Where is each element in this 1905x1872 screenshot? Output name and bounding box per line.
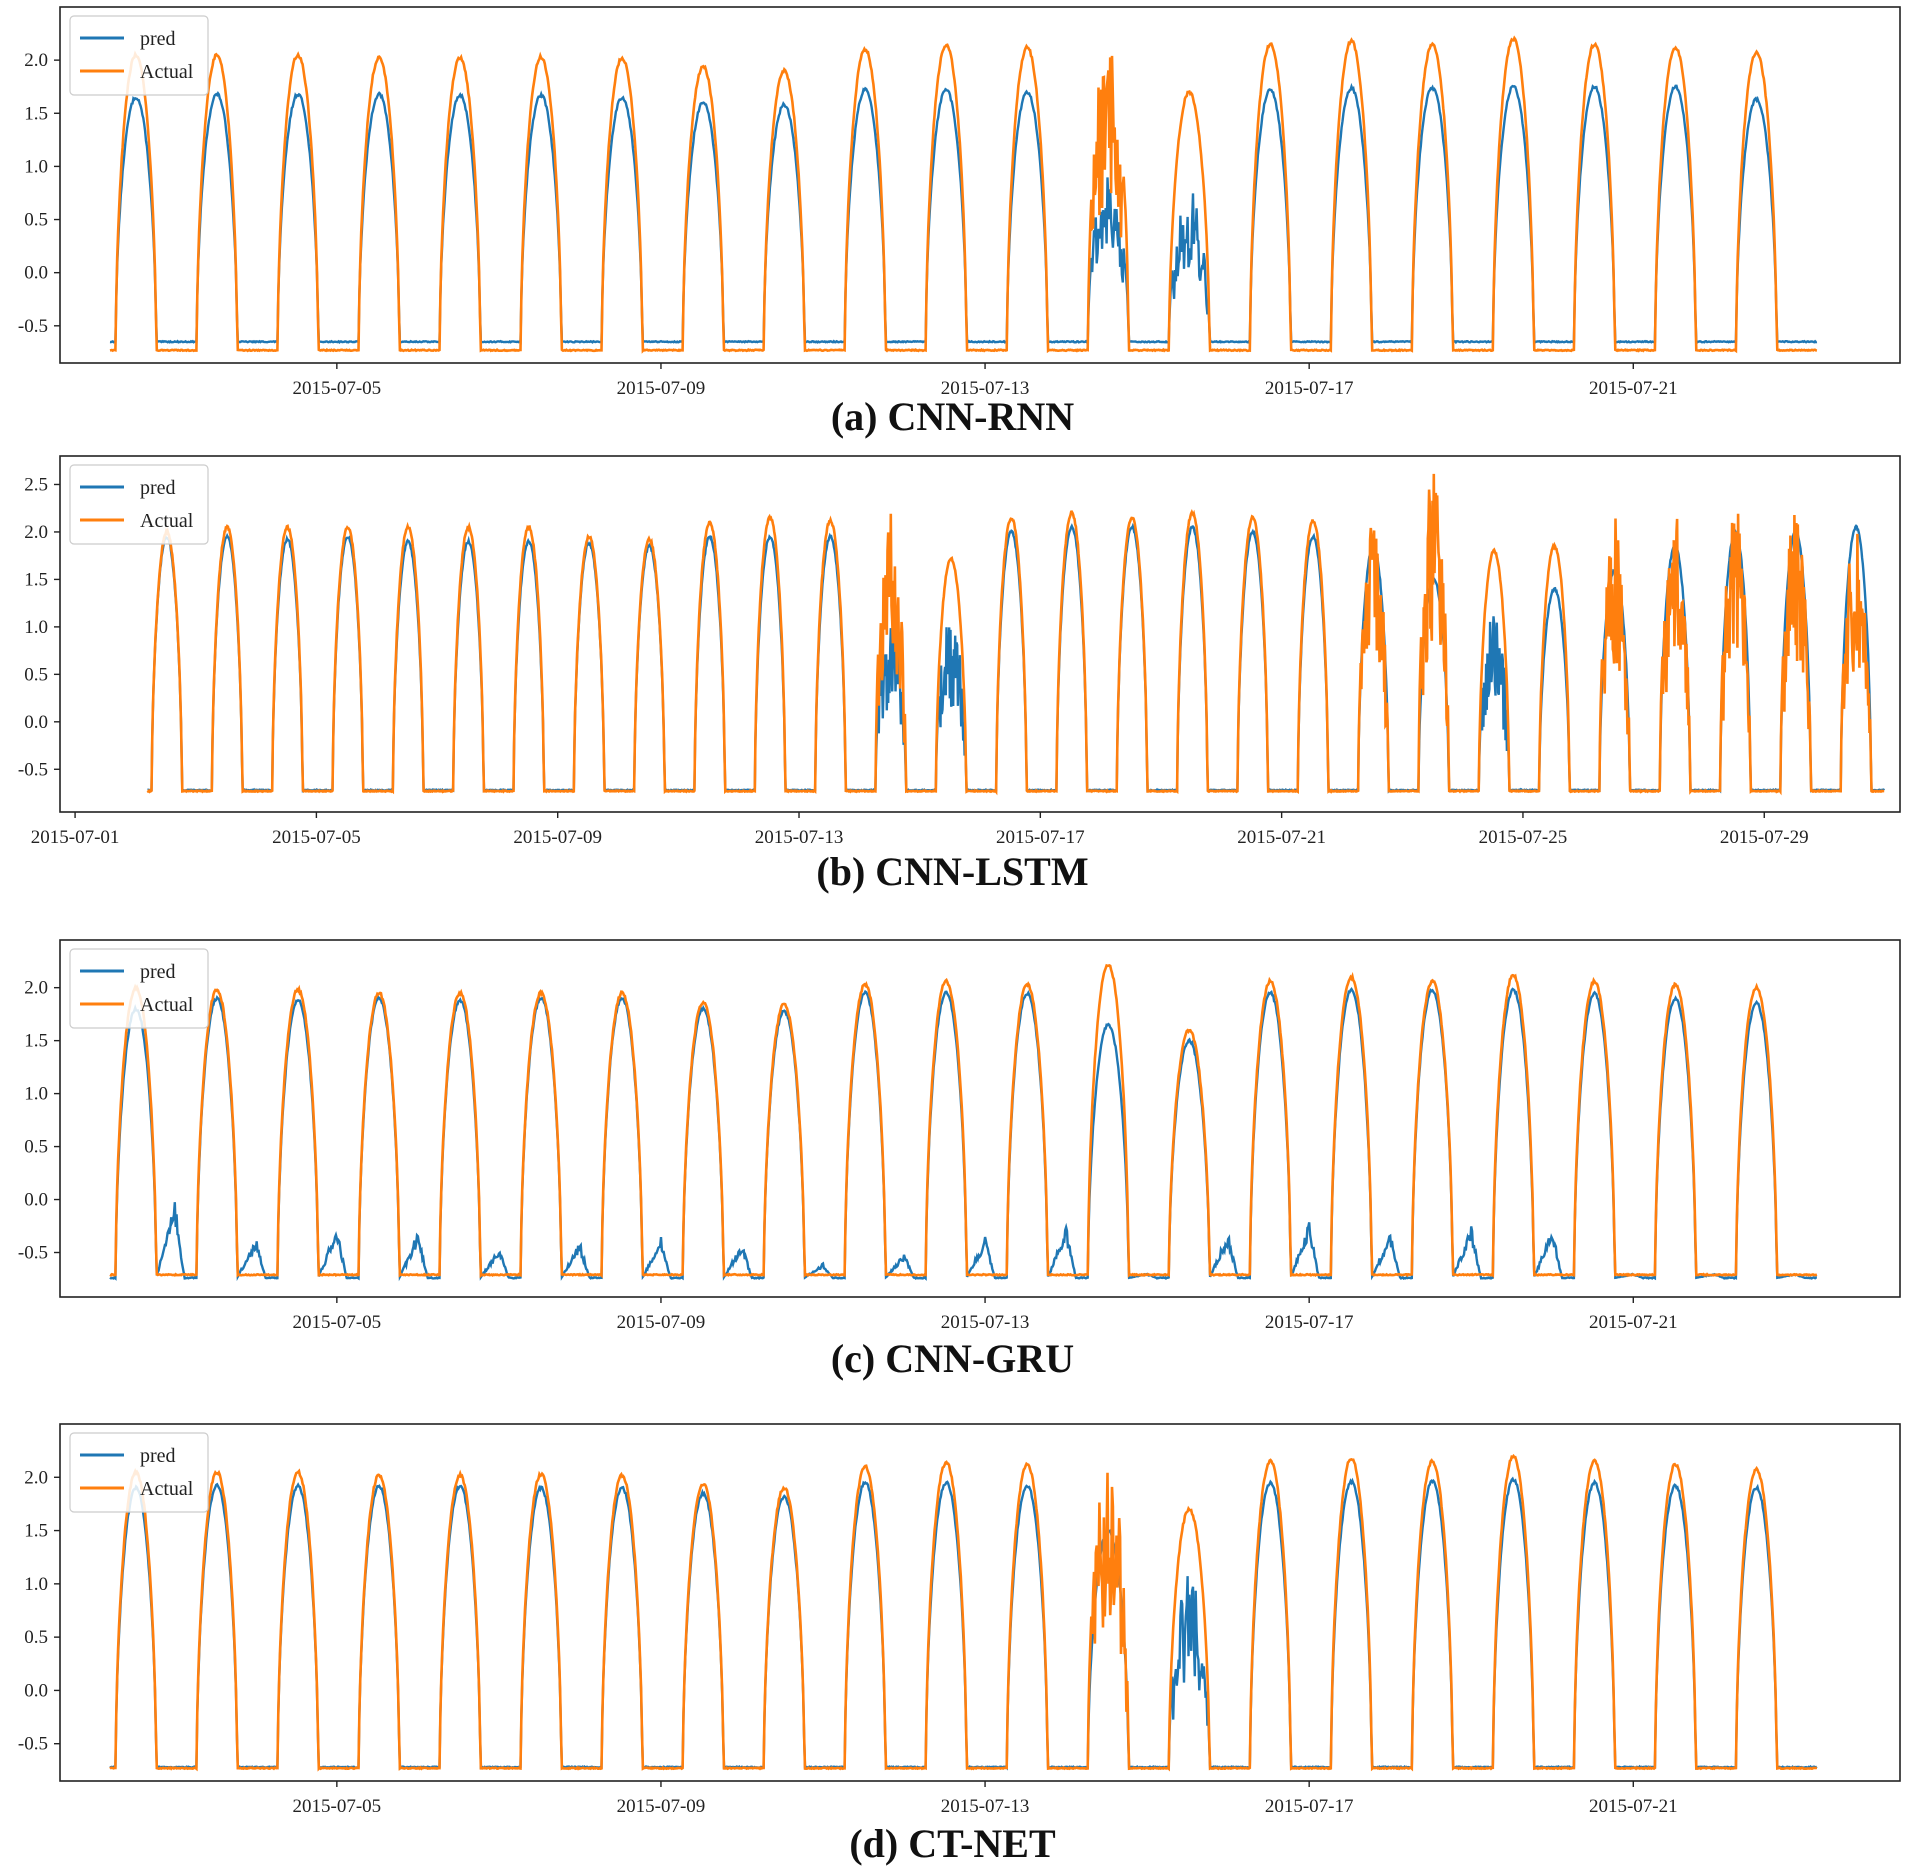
y-tick-label: -0.5 <box>18 316 48 337</box>
x-tick-label: 2015-07-09 <box>617 378 706 399</box>
y-tick-label: 1.0 <box>24 1574 48 1595</box>
series-actual-line <box>146 473 1885 796</box>
x-tick-label: 2015-07-17 <box>1265 1796 1354 1817</box>
x-tick-label: 2015-07-09 <box>617 1312 706 1333</box>
panel-a: -0.5 0.0 0.5 1.0 1.5 2.0 2015-07-05 2015-07-09 2… <box>18 6 1901 399</box>
legend-label-actual: Actual <box>140 1478 194 1500</box>
x-tick-label: 2015-07-05 <box>272 827 361 848</box>
legend-label-actual: Actual <box>140 994 194 1016</box>
panel-c: -0.5 0.0 0.5 1.0 1.5 2.0 2015-07-05 2015-07-09 2… <box>18 939 1901 1333</box>
x-tick-label: 2015-07-05 <box>293 1312 382 1333</box>
x-tick-label: 2015-07-05 <box>293 378 382 399</box>
legend-label-actual: Actual <box>140 61 194 83</box>
y-tick-label: 2.0 <box>24 50 48 71</box>
series-actual-line <box>109 1453 1818 1772</box>
legend-label-actual: Actual <box>140 510 194 532</box>
x-tick-label: 2015-07-01 <box>31 827 120 848</box>
y-tick-label: 0.5 <box>24 1137 48 1158</box>
y-tick-label: 1.5 <box>24 569 48 590</box>
caption-d: (d) CT-NET <box>849 1821 1056 1866</box>
y-tick-label: 0.5 <box>24 210 48 231</box>
y-tick-label: 1.0 <box>24 156 48 177</box>
x-tick-label: 2015-07-09 <box>617 1796 706 1817</box>
series-actual-line <box>109 963 1818 1279</box>
y-tick-label: 2.0 <box>24 1467 48 1488</box>
y-tick-label: 2.0 <box>24 978 48 999</box>
legend: pred Actual <box>69 15 209 96</box>
panel-b: -0.5 0.0 0.5 1.0 1.5 2.0 2.5 2015-07-01 2015-07-… <box>18 455 1901 848</box>
x-tick-label: 2015-07-21 <box>1589 1796 1678 1817</box>
caption-c: (c) CNN-GRU <box>830 1336 1075 1381</box>
x-tick-label: 2015-07-13 <box>755 827 844 848</box>
y-tick-label: 0.5 <box>24 664 48 685</box>
x-tick-label: 2015-07-13 <box>941 1312 1030 1333</box>
y-tick-label: 1.0 <box>24 1084 48 1105</box>
x-tick-label: 2015-07-21 <box>1589 1312 1678 1333</box>
panel-d: -0.5 0.0 0.5 1.0 1.5 2.0 2015-07-05 2015-07-09 2… <box>18 1423 1901 1817</box>
y-tick-label: 0.0 <box>24 712 48 733</box>
legend: pred Actual <box>69 1432 209 1513</box>
y-tick-label: 0.0 <box>24 263 48 284</box>
y-tick-label: -0.5 <box>18 1243 48 1264</box>
x-tick-label: 2015-07-29 <box>1720 827 1809 848</box>
legend: pred Actual <box>69 948 209 1029</box>
y-tick-label: 1.5 <box>24 1521 48 1542</box>
legend-label-pred: pred <box>140 477 176 499</box>
x-tick-label: 2015-07-17 <box>1265 378 1354 399</box>
y-tick-label: 2.0 <box>24 522 48 543</box>
plot-frame <box>59 6 1901 364</box>
x-tick-label: 2015-07-05 <box>293 1796 382 1817</box>
caption-b: (b) CNN-LSTM <box>816 849 1089 894</box>
y-tick-label: -0.5 <box>18 759 48 780</box>
x-tick-label: 2015-07-09 <box>513 827 602 848</box>
y-tick-label: 0.0 <box>24 1680 48 1701</box>
y-tick-label: 1.0 <box>24 617 48 638</box>
x-tick-label: 2015-07-13 <box>941 378 1030 399</box>
y-tick-label: -0.5 <box>18 1734 48 1755</box>
series-actual-line <box>109 35 1818 354</box>
legend-label-pred: pred <box>140 961 176 983</box>
x-tick-label: 2015-07-17 <box>1265 1312 1354 1333</box>
y-tick-label: 1.5 <box>24 1031 48 1052</box>
legend-label-pred: pred <box>140 28 176 50</box>
y-tick-label: 1.5 <box>24 103 48 124</box>
plot-frame <box>59 939 1901 1298</box>
x-tick-label: 2015-07-21 <box>1589 378 1678 399</box>
y-tick-label: 2.5 <box>24 474 48 495</box>
x-tick-label: 2015-07-21 <box>1237 827 1326 848</box>
caption-a: (a) CNN-RNN <box>830 394 1075 439</box>
legend: pred Actual <box>69 464 209 545</box>
x-tick-label: 2015-07-13 <box>941 1796 1030 1817</box>
x-tick-label: 2015-07-17 <box>996 827 1085 848</box>
x-tick-label: 2015-07-25 <box>1479 827 1568 848</box>
y-tick-label: 0.0 <box>24 1190 48 1211</box>
legend-label-pred: pred <box>140 1445 176 1467</box>
plot-frame <box>59 455 1901 813</box>
y-tick-label: 0.5 <box>24 1627 48 1648</box>
plot-frame <box>59 1423 1901 1782</box>
